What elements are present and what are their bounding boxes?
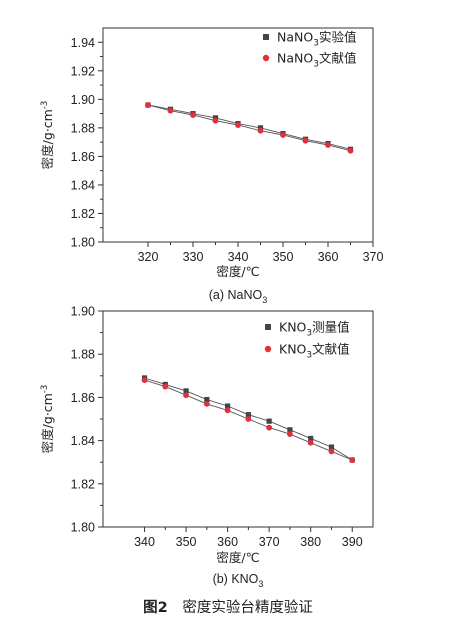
data-point-circle (224, 407, 231, 414)
y-tick-label: 1.90 (71, 93, 95, 107)
legend-label-suffix: 测量值 (312, 320, 350, 335)
x-tick-label: 350 (273, 250, 294, 264)
y-axis-label-exponent: -3 (40, 101, 50, 109)
legend-label-name: KNO (279, 320, 307, 335)
subplot-caption-text: (b) KNO (213, 572, 259, 586)
data-point-circle (203, 400, 210, 407)
data-point-square (245, 412, 251, 418)
y-tick-label: 1.92 (71, 64, 95, 78)
x-tick-label: 330 (183, 250, 204, 264)
legend-label-subscript: 3 (306, 329, 312, 339)
legend-marker-square (265, 324, 271, 330)
data-point-square (225, 403, 231, 409)
y-tick-label: 1.86 (71, 391, 95, 405)
legend-marker-circle (264, 345, 272, 353)
y-axis-label-exponent: -3 (40, 385, 50, 393)
data-point-circle (307, 439, 314, 446)
figure-caption-label: 图2 (143, 599, 168, 616)
chart-nano3: 1.80 1.82 1.84 1.86 1.88 1.90 1.92 1.94 320 330 34… (40, 27, 384, 305)
x-tick-label: 370 (363, 250, 384, 264)
data-point-square (183, 388, 189, 394)
legend-label-name: NaNO (277, 51, 313, 66)
y-tick-label: 1.84 (71, 434, 95, 448)
y-axis-label-text: 密度/g·cm (40, 393, 55, 453)
x-tick-label: 350 (176, 535, 197, 549)
x-axis-label: 密度/℃ (216, 550, 259, 565)
data-point-circle (162, 383, 169, 390)
data-point-circle (349, 457, 356, 463)
data-point-circle (280, 132, 286, 138)
data-point-circle (190, 112, 196, 118)
data-point-square (287, 427, 293, 433)
figure-caption-text: 密度实验台精度验证 (182, 599, 313, 616)
x-tick-label: 380 (300, 535, 321, 549)
legend-label-subscript: 3 (313, 60, 319, 70)
data-point-square (328, 444, 335, 450)
y-axis-label: 密度/g·cm-3 (40, 101, 55, 170)
y-tick-label: 1.86 (71, 150, 95, 164)
y-tick-label: 1.82 (71, 477, 95, 491)
subplot-caption-subscript: 3 (262, 295, 267, 305)
x-axis-label: 密度/℃ (216, 264, 259, 279)
legend-label-subscript: 3 (313, 39, 319, 49)
legend-label-suffix: 实验值 (319, 30, 357, 45)
subplot-caption: (b) KNO3 (213, 572, 264, 589)
data-point-circle (302, 137, 309, 144)
legend-marker-square (263, 34, 269, 40)
legend-label-suffix: 文献值 (312, 342, 350, 357)
data-point-circle (287, 431, 293, 438)
data-point-circle (141, 377, 148, 384)
legend-label-name: KNO (279, 342, 307, 357)
y-axis-label-text: 密度/g·cm (40, 109, 55, 169)
x-tick-label: 360 (217, 535, 238, 549)
y-tick-label: 1.90 (71, 305, 95, 319)
subplot-caption: (a) NaNO3 (209, 288, 268, 305)
legend-label: KNO3测量值 (279, 320, 350, 339)
x-tick-label: 340 (134, 535, 155, 549)
data-point-circle (235, 122, 241, 128)
legend-label-suffix: 文献值 (319, 51, 357, 66)
figure-caption: 图2 密度实验台精度验证 (143, 599, 313, 616)
data-point-circle (145, 102, 151, 108)
data-point-circle (347, 147, 354, 154)
data-point-circle (266, 424, 273, 431)
y-tick-label: 1.80 (71, 521, 95, 535)
data-point-square (266, 418, 272, 424)
legend-label: KNO3文献值 (279, 342, 350, 361)
legend-marker-circle (262, 54, 270, 62)
data-point-square (308, 435, 314, 442)
y-tick-label: 1.88 (71, 121, 95, 135)
y-axis-label: 密度/g·cm-3 (40, 385, 55, 454)
data-point-circle (328, 448, 335, 455)
data-point-circle (183, 392, 189, 399)
legend-label: NaNO3实验值 (277, 30, 356, 49)
series-line-0 (147, 104, 351, 150)
subplot-caption-subscript: 3 (258, 579, 263, 589)
data-point-circle (212, 117, 219, 124)
data-point-circle (167, 107, 174, 114)
chart-kno3: 1.80 1.82 1.84 1.86 1.88 1.90 340 350 360 370 380 3… (40, 305, 374, 589)
x-tick-label: 320 (138, 250, 159, 264)
series-line-1 (147, 104, 351, 152)
y-tick-label: 1.94 (71, 36, 95, 50)
data-point-circle (245, 416, 252, 422)
x-tick-label: 360 (318, 250, 339, 264)
y-tick-label: 1.88 (71, 348, 95, 362)
y-tick-label: 1.80 (71, 236, 95, 250)
x-tick-label: 390 (342, 535, 363, 549)
y-tick-label: 1.82 (71, 207, 95, 221)
legend-label: NaNO3文献值 (277, 51, 356, 70)
data-point-circle (257, 127, 264, 134)
legend-label-name: NaNO (277, 30, 313, 45)
data-point-circle (325, 142, 331, 148)
x-tick-label: 370 (259, 535, 280, 549)
data-point-square (204, 396, 210, 403)
y-tick-label: 1.84 (71, 178, 95, 192)
x-tick-label: 340 (228, 250, 249, 264)
legend-label-subscript: 3 (306, 351, 312, 361)
subplot-caption-text: (a) NaNO (209, 288, 263, 302)
